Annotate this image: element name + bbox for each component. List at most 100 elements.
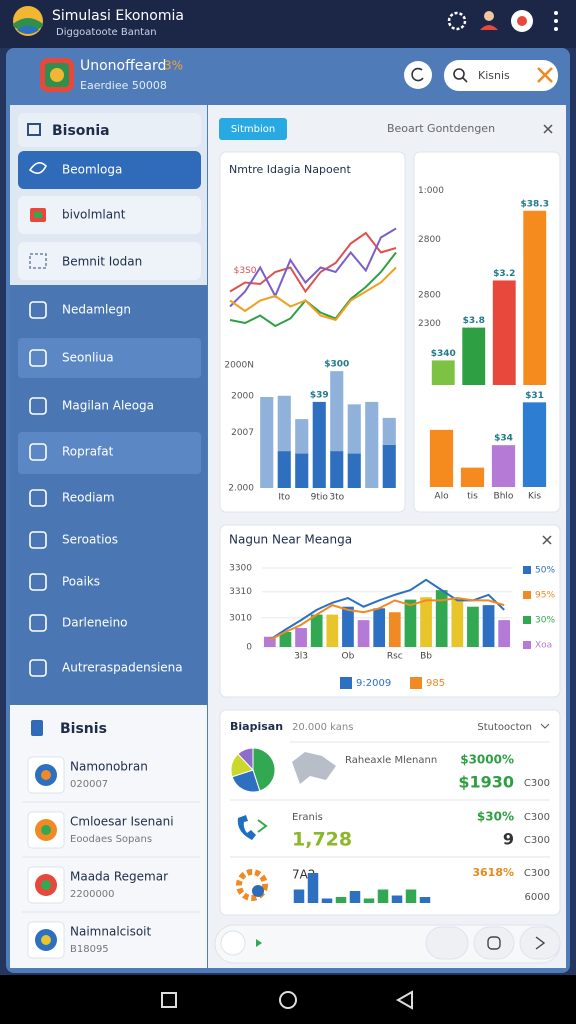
data-label: $3.2 xyxy=(493,269,515,279)
summary-count: 20.000 kans xyxy=(292,722,353,733)
business-sub: B18095 xyxy=(70,944,109,955)
business-name: Namonobran xyxy=(70,760,148,774)
line-series xyxy=(229,251,397,328)
x-tick-label: Rsc xyxy=(387,652,403,662)
legend-text: 30% xyxy=(535,616,555,626)
business-name: Cmloesar Isenani xyxy=(70,815,174,829)
row-value-big: 9 xyxy=(503,830,514,849)
y-tick-label: 3310 xyxy=(229,587,252,597)
bar xyxy=(279,631,292,647)
menu-highlight xyxy=(18,432,201,474)
data-label: $3S0 xyxy=(234,266,257,276)
back-button[interactable] xyxy=(395,990,413,1010)
sidebar-header-icon xyxy=(27,123,41,136)
business-name: Naimnalcisoit xyxy=(70,925,152,939)
bar-segment xyxy=(277,451,291,488)
gear-icon-inner xyxy=(252,885,264,897)
user-icon-body xyxy=(480,25,498,30)
bar-segment xyxy=(260,396,274,488)
app-subtitle: Diggoatoote Bantan xyxy=(56,27,157,38)
line-series xyxy=(229,231,397,294)
toolbar-button[interactable] xyxy=(473,926,515,960)
bar xyxy=(420,597,432,647)
nav-item[interactable] xyxy=(18,242,201,280)
menu-item-text: Darleneino xyxy=(62,616,128,630)
bar xyxy=(431,360,455,385)
app-title: Simulasi Ekonomia xyxy=(52,8,184,24)
menu-icon xyxy=(29,397,47,415)
refresh-button[interactable] xyxy=(404,61,432,89)
menu-icon xyxy=(29,659,47,677)
menu-item-text: Magilan Aleoga xyxy=(62,399,154,413)
nav-icon xyxy=(28,162,47,174)
home-button[interactable] xyxy=(279,991,297,1009)
x-tick-label: tis xyxy=(467,492,478,502)
legend-swatch xyxy=(523,591,531,599)
bar xyxy=(349,891,361,903)
line-series xyxy=(269,578,505,641)
menu-dot[interactable] xyxy=(554,11,558,15)
data-label: $31 xyxy=(525,391,544,401)
close-button[interactable] xyxy=(542,535,552,545)
nav-item-selected[interactable] xyxy=(18,151,201,189)
user-icon[interactable] xyxy=(484,11,494,21)
bar-segment xyxy=(330,451,344,488)
bar xyxy=(263,636,276,647)
bar xyxy=(307,873,319,903)
app-bar xyxy=(0,0,576,48)
phone-icon xyxy=(237,815,256,840)
bar xyxy=(373,608,386,647)
bar-segment xyxy=(312,401,326,488)
row-value-big: $1930 xyxy=(458,773,514,792)
bar-segment xyxy=(295,453,309,488)
search-clear[interactable] xyxy=(537,67,553,83)
bar xyxy=(523,210,547,385)
primary-button[interactable] xyxy=(219,118,287,140)
filter-text: Beoart Gontdengen xyxy=(387,122,495,135)
search-box[interactable] xyxy=(444,60,558,91)
legend-text: 985 xyxy=(426,678,445,689)
business-header: Bisnis xyxy=(60,721,107,737)
play-icon[interactable] xyxy=(256,939,262,947)
row-value: C300 xyxy=(524,778,550,789)
bar xyxy=(310,614,323,647)
menu-item-text: Reodiam xyxy=(62,491,115,505)
nav-bar xyxy=(0,975,576,1024)
pie-slice xyxy=(237,747,254,772)
x-tick-label: 9tio xyxy=(311,493,329,503)
bar xyxy=(482,605,495,647)
settings-icon[interactable] xyxy=(447,11,467,31)
business-icon-part xyxy=(41,770,51,780)
toolbar-button[interactable] xyxy=(220,930,246,956)
card-title: Nagun Near Meanga xyxy=(229,533,352,547)
bar xyxy=(429,429,454,487)
bar xyxy=(492,280,516,385)
toolbar-button[interactable] xyxy=(425,926,469,960)
y-tick-label: 1:000 xyxy=(418,186,444,196)
menu-icon xyxy=(29,614,47,632)
bar xyxy=(404,599,417,647)
row-label: Eranis xyxy=(292,812,323,823)
data-label: $34 xyxy=(494,434,513,444)
pie-slice xyxy=(252,747,276,792)
nav-icon-inner xyxy=(34,212,42,218)
close-button[interactable] xyxy=(543,124,553,134)
bar-segment xyxy=(382,417,396,445)
recents-button[interactable] xyxy=(161,992,177,1008)
bar xyxy=(405,889,417,903)
nav-item[interactable] xyxy=(18,196,201,234)
bar xyxy=(357,620,370,647)
menu-dot xyxy=(554,19,558,23)
bar xyxy=(295,628,307,647)
summary-dropdown[interactable]: Stutoocton xyxy=(477,722,532,733)
legend-swatch xyxy=(340,677,352,689)
menu-item-text: Poaiks xyxy=(62,575,100,589)
row-value: C300 xyxy=(524,812,550,823)
x-tick-label: Alo xyxy=(434,492,449,502)
x-tick-label: Bhlo xyxy=(494,492,514,502)
toolbar-button[interactable] xyxy=(519,926,561,960)
bar-segment xyxy=(330,371,344,452)
y-tick-label: 0 xyxy=(246,643,252,653)
nav-item-text: Beomloga xyxy=(62,163,122,177)
profile-icon-dot xyxy=(517,16,527,26)
